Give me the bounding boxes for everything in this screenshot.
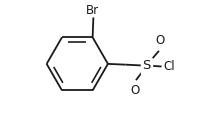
Text: Cl: Cl xyxy=(164,60,175,73)
Text: O: O xyxy=(155,34,164,47)
Text: S: S xyxy=(143,59,151,72)
Text: O: O xyxy=(131,84,140,97)
Text: Br: Br xyxy=(86,4,99,17)
